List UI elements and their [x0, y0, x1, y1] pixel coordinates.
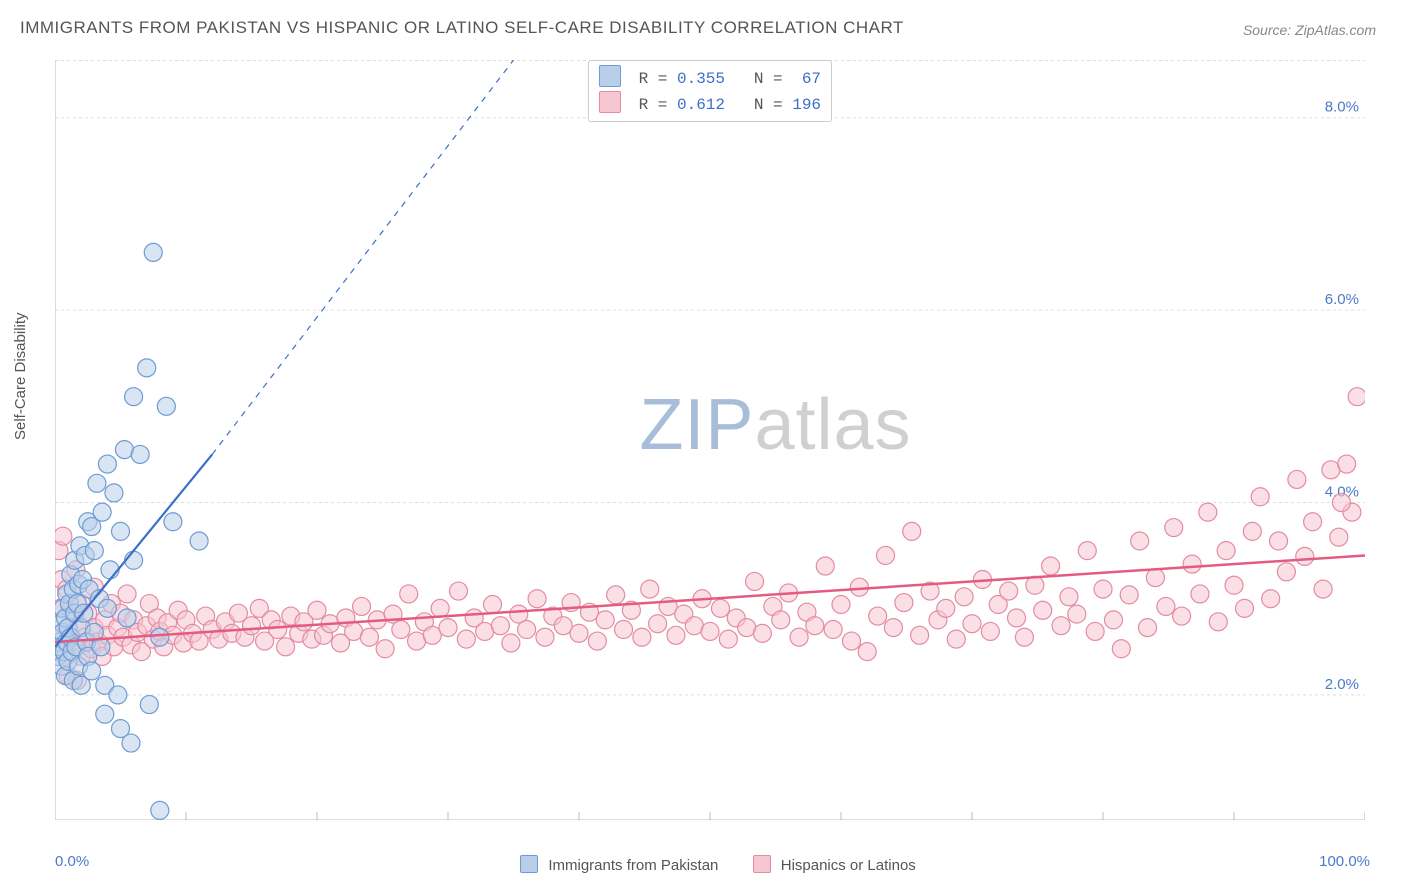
legend-label-0: Immigrants from Pakistan — [548, 857, 718, 874]
stats-row-series-1: R = 0.612 N = 196 — [599, 91, 821, 117]
plot-svg: 2.0%4.0%6.0%8.0% — [55, 60, 1365, 820]
n-value-0: 67 — [792, 70, 821, 88]
legend-swatch-1 — [753, 855, 771, 873]
swatch-series-1 — [599, 91, 621, 113]
n-value-1: 196 — [792, 96, 821, 114]
bottom-legend: Immigrants from Pakistan Hispanics or La… — [0, 855, 1406, 874]
r-value-1: 0.612 — [677, 96, 725, 114]
stats-row-series-0: R = 0.355 N = 67 — [599, 65, 821, 91]
svg-text:8.0%: 8.0% — [1325, 99, 1359, 116]
legend-label-1: Hispanics or Latinos — [781, 857, 916, 874]
scatter-plot: 2.0%4.0%6.0%8.0% ZIPatlas R = 0.355 N = … — [55, 60, 1365, 820]
svg-text:2.0%: 2.0% — [1325, 676, 1359, 693]
svg-text:6.0%: 6.0% — [1325, 291, 1359, 308]
source-attribution: Source: ZipAtlas.com — [1243, 22, 1376, 38]
y-axis-label: Self-Care Disability — [12, 312, 29, 440]
r-value-0: 0.355 — [677, 70, 725, 88]
legend-swatch-0 — [520, 855, 538, 873]
stats-legend: R = 0.355 N = 67 R = 0.612 N = 196 — [588, 60, 832, 122]
chart-title: IMMIGRANTS FROM PAKISTAN VS HISPANIC OR … — [20, 18, 904, 38]
swatch-series-0 — [599, 65, 621, 87]
